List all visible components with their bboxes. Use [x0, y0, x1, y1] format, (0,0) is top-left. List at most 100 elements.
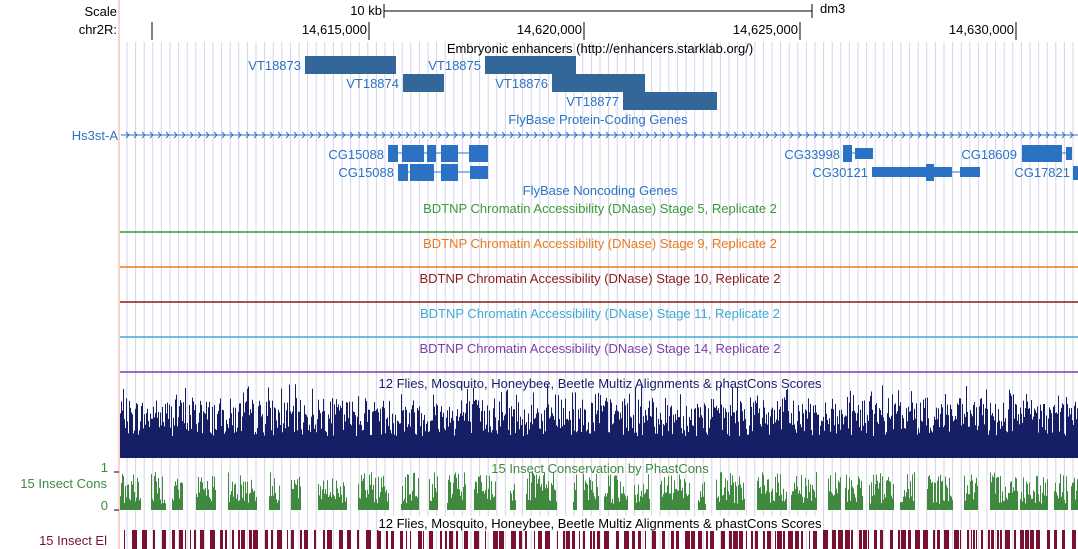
elements-side-label[interactable]: 15 Insect El — [39, 533, 107, 548]
element-bar — [566, 530, 570, 549]
phastcons-bar — [454, 474, 455, 510]
multiz-bar — [463, 412, 464, 458]
strand-chevron — [661, 131, 666, 139]
phastcons-bar — [542, 490, 543, 510]
multiz-bar — [1049, 407, 1050, 458]
phastcons-bar — [1075, 499, 1076, 510]
enhancer-label-vt18874[interactable]: VT18874 — [346, 76, 399, 91]
cons-side-label[interactable]: 15 Insect Cons — [20, 476, 107, 491]
enhancer-label-vt18875[interactable]: VT18875 — [428, 58, 481, 73]
multiz-bar — [453, 420, 454, 458]
gene-cg30121[interactable] — [872, 164, 980, 181]
gene-cg18609[interactable] — [1022, 145, 1072, 162]
phastcons-bar — [965, 500, 966, 510]
multiz-bar — [671, 405, 672, 458]
enhancer-label-vt18873[interactable]: VT18873 — [248, 58, 301, 73]
multiz-bar — [997, 422, 998, 458]
multiz-bar — [748, 434, 749, 458]
multiz-bar — [772, 407, 773, 458]
multiz-bar — [745, 419, 746, 458]
phastcons-bar — [946, 485, 947, 510]
multiz-bar — [810, 403, 811, 458]
multiz-bar — [218, 410, 219, 458]
multiz-bar — [814, 412, 815, 458]
gene-label-cg33998[interactable]: CG33998 — [784, 147, 840, 162]
phastcons-bar — [1064, 499, 1065, 510]
phastcons-bar — [722, 495, 723, 510]
multiz-bar — [620, 412, 621, 458]
gene-cg33998[interactable] — [843, 145, 873, 162]
enhancer-vt18874[interactable] — [403, 74, 444, 92]
phastcons-bar — [816, 472, 817, 510]
enhancer-vt18877[interactable] — [623, 92, 717, 110]
gene-label-cg15088-b[interactable]: CG15088 — [338, 165, 394, 180]
multiz-bar — [162, 406, 163, 458]
multiz-bar — [1026, 393, 1027, 458]
gene-label-cg17821[interactable]: CG17821 — [1014, 165, 1070, 180]
gene-label-cg30121[interactable]: CG30121 — [812, 165, 868, 180]
multiz-bar — [716, 405, 717, 458]
multiz-bar — [229, 418, 230, 458]
multiz-bar — [781, 429, 782, 458]
multiz-bar — [854, 410, 855, 458]
phastcons-bar — [605, 493, 606, 510]
coding-genes-track-title[interactable]: FlyBase Protein-Coding Genes — [508, 112, 688, 127]
multiz-bar — [372, 412, 373, 458]
multiz-bar — [421, 413, 422, 458]
gene-label-hs3st-a[interactable]: Hs3st-A — [71, 128, 118, 143]
multiz-bar — [1060, 411, 1061, 458]
multiz-bar — [847, 396, 848, 458]
phastcons-bar — [251, 479, 252, 510]
element-bar — [238, 530, 240, 549]
multiz-bar — [787, 388, 788, 458]
phastcons-bar — [1021, 491, 1022, 510]
multiz-bar — [944, 425, 945, 458]
multiz-bar — [302, 434, 303, 458]
multiz-bar — [416, 434, 417, 458]
multiz-bar — [933, 425, 934, 458]
phastcons-bar — [943, 500, 944, 510]
multiz-bar — [832, 398, 833, 458]
multiz-bar — [812, 435, 813, 458]
noncoding-genes-track-title[interactable]: FlyBase Noncoding Genes — [522, 183, 678, 198]
enhancer-label-vt18876[interactable]: VT18876 — [495, 76, 548, 91]
multiz-bar — [717, 410, 718, 458]
multiz-bar — [848, 428, 849, 458]
dnase-stage14-title[interactable]: BDTNP Chromatin Accessibility (DNase) St… — [419, 341, 781, 356]
gene-label-cg15088-a[interactable]: CG15088 — [328, 147, 384, 162]
multiz-bar — [136, 403, 137, 458]
phastcons-bar — [832, 493, 833, 510]
multiz-bar — [189, 405, 190, 458]
assembly-label: dm3 — [820, 1, 846, 16]
multiz-bar — [297, 430, 298, 458]
dnase-stage5-title[interactable]: BDTNP Chromatin Accessibility (DNase) St… — [423, 201, 777, 216]
phastcons-bar — [495, 481, 496, 510]
multiz-bar — [212, 406, 213, 458]
multiz-bar — [797, 421, 798, 458]
enhancer-label-vt18877[interactable]: VT18877 — [566, 94, 619, 109]
multiz-bar — [274, 407, 275, 458]
element-bar — [1000, 530, 1002, 549]
enhancer-vt18876[interactable] — [552, 74, 645, 92]
phastcons-track-title[interactable]: 15 Insect Conservation by PhastCons — [491, 461, 709, 476]
gene-cg15088-a[interactable] — [388, 145, 488, 162]
gene-label-cg18609[interactable]: CG18609 — [961, 147, 1017, 162]
enhancer-vt18873[interactable] — [305, 56, 396, 74]
multiz-bar — [755, 400, 756, 458]
enhancer-vt18875[interactable] — [485, 56, 576, 74]
multiz-track-title[interactable]: 12 Flies, Mosquito, Honeybee, Beetle Mul… — [378, 376, 822, 391]
phastcons-bar — [623, 486, 624, 510]
dnase-stage10-title[interactable]: BDTNP Chromatin Accessibility (DNase) St… — [419, 271, 781, 286]
strand-chevron — [165, 131, 170, 139]
phastcons-bar — [950, 495, 951, 510]
dnase-stage11-title[interactable]: BDTNP Chromatin Accessibility (DNase) St… — [419, 306, 781, 321]
enhancers-track-title[interactable]: Embryonic enhancers (http://enhancers.st… — [446, 41, 754, 56]
phastcons-bar — [724, 487, 725, 510]
chrom-label[interactable]: chr2R: — [78, 22, 117, 37]
gene-cg15088-b[interactable] — [398, 164, 488, 181]
multiz-bar — [526, 422, 527, 458]
gene-cg17821[interactable] — [1073, 166, 1078, 180]
dnase-stage9-title[interactable]: BDTNP Chromatin Accessibility (DNase) St… — [423, 236, 777, 251]
elements-track-title[interactable]: 12 Flies, Mosquito, Honeybee, Beetle Mul… — [378, 516, 822, 531]
multiz-bar — [878, 424, 879, 458]
